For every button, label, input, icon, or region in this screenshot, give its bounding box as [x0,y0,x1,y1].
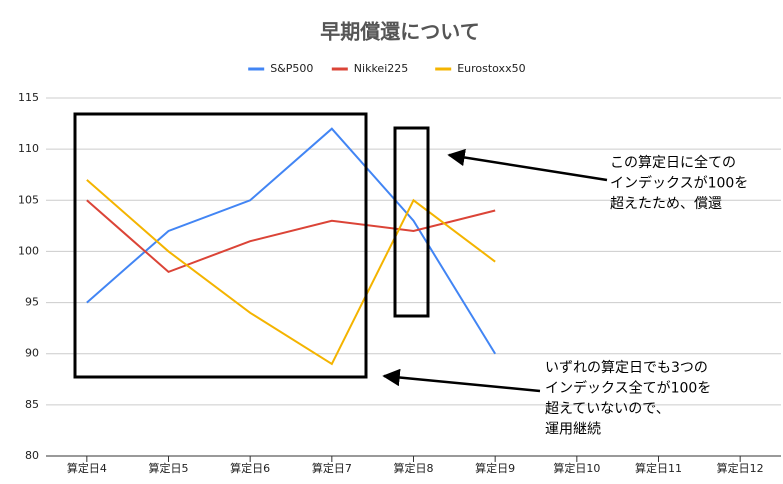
x-tick-label: 算定日5 [149,461,189,475]
annotation: インデックス全てが100を [545,380,711,397]
y-tick-label: 90 [25,347,39,360]
arrow [382,368,541,393]
legend-label: Eurostoxx50 [457,62,525,75]
highlight-box [393,126,430,318]
y-tick-label: 105 [18,193,39,206]
legend-label: Nikkei225 [354,62,408,75]
x-tick-label: 算定日11 [635,461,682,475]
y-tick-label: 115 [18,91,39,104]
x-tick-label: 算定日10 [553,461,600,475]
x-tick-label: 算定日12 [717,461,764,475]
highlight-box [73,112,368,379]
annotation: この算定日に全ての [610,154,736,171]
y-tick-label: 80 [25,449,39,462]
y-tick-label: 100 [18,244,39,257]
arrow [447,148,608,182]
x-tick-label: 算定日9 [475,461,515,475]
annotation: インデックスが100を [610,175,748,192]
annotation: いずれの算定日でも3つの [545,360,708,376]
annotation: 運用継続 [545,421,601,438]
x-tick-label: 算定日7 [312,461,352,475]
x-tick-label: 算定日6 [230,461,270,475]
legend-label: S&P500 [270,62,313,75]
x-tick-label: 算定日4 [67,461,107,475]
plot-area: 80 85 90 95 100 105 110 115 算定日4 算定日5 算定日6 算定日7 算定日8… [18,91,781,475]
y-tick-label: 85 [25,398,39,411]
annotation: 超えたため、償還 [610,196,722,212]
legend: S&P500 Nikkei225 Eurostoxx50 [248,62,526,75]
chart-title: 早期償還について [320,20,479,44]
x-tick-label: 算定日8 [394,461,434,475]
annotation: 超えていないので、 [545,401,670,417]
y-tick-label: 110 [18,142,39,155]
y-tick-label: 95 [25,296,39,309]
